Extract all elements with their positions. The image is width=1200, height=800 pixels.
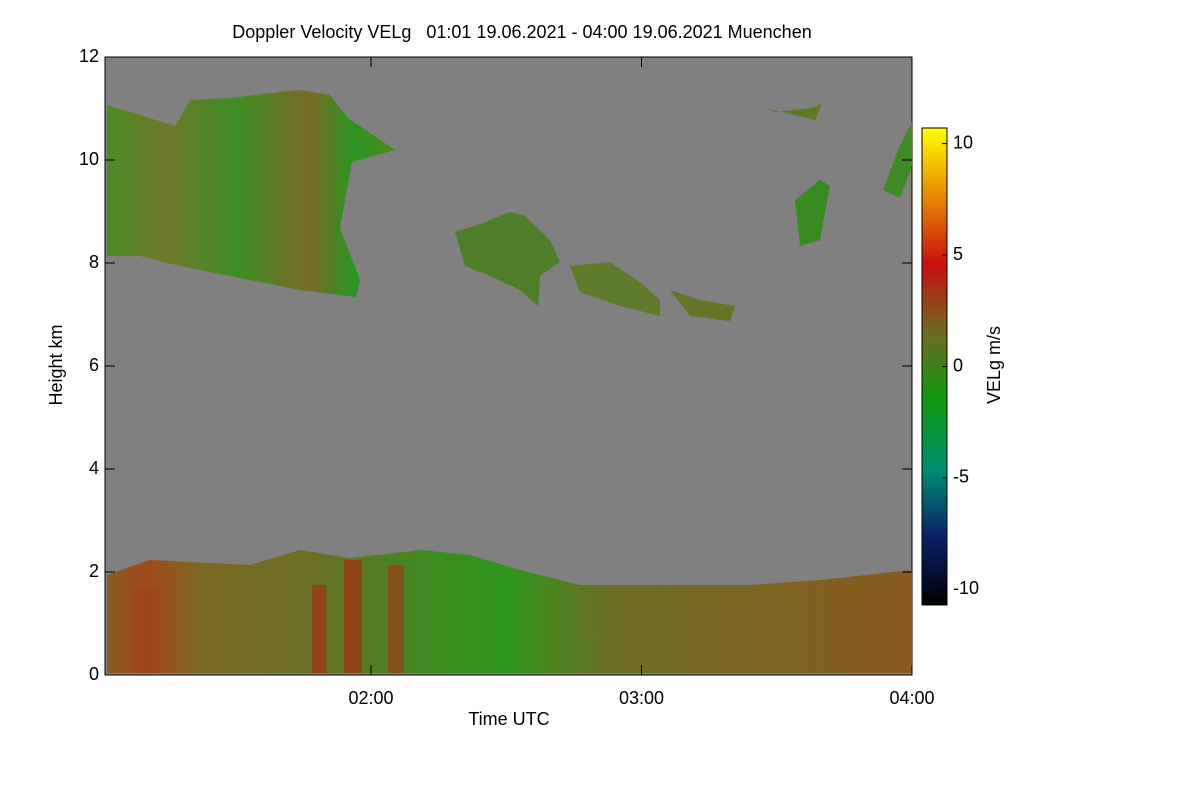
echo-region [455,212,560,306]
y-tick-label: 0 [89,664,99,684]
y-tick-label: 4 [89,458,99,478]
echo-region [795,180,830,246]
echo-region [570,262,660,316]
echo-region [107,90,395,297]
colorbar-tick-label: 5 [953,244,963,264]
x-tick-label: 03:00 [619,688,664,708]
y-tick-label: 2 [89,561,99,581]
chart-title: Doppler Velocity VELg 01:01 19.06.2021 -… [232,22,811,42]
echo-streak [312,585,326,673]
y-tick-label: 10 [79,149,99,169]
y-tick-label: 12 [79,46,99,66]
echo-streak [344,560,362,673]
echo-region [765,104,822,120]
echo-regions [107,90,912,673]
echo-region [883,122,912,198]
echo-streak [388,565,404,673]
colorbar-tick-label: 0 [953,355,963,375]
colorbar-tick-label: -10 [953,578,979,598]
y-tick-label: 8 [89,252,99,272]
x-tick-label: 02:00 [348,688,393,708]
colorbar-tick-label: -5 [953,467,969,487]
x-tick-label: 04:00 [889,688,934,708]
echo-streak [135,590,160,673]
colorbar-tick-label: 10 [953,132,973,152]
echo-region [670,290,735,321]
y-axis-label: Height km [46,324,66,405]
echo-region [107,550,912,673]
x-axis-label: Time UTC [468,709,549,729]
colorbar-label: VELg m/s [984,326,1004,404]
y-tick-label: 6 [89,355,99,375]
